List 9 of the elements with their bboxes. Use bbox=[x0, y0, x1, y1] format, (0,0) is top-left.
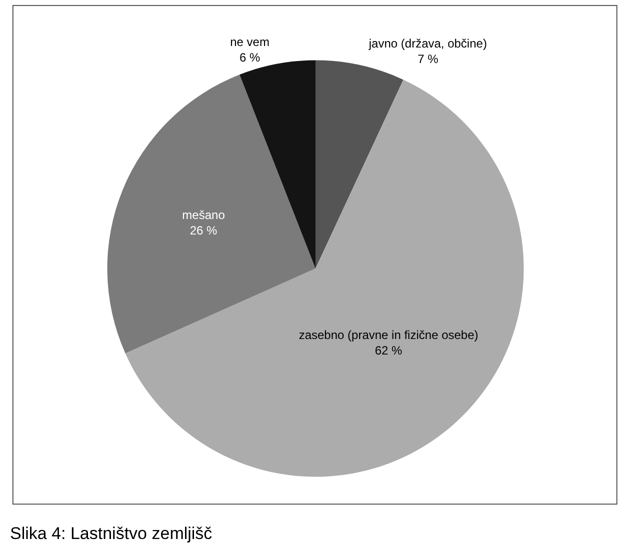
slice-label: mešano bbox=[182, 208, 226, 222]
text: Slika 4: Lastništvo zemljišč bbox=[10, 524, 213, 543]
slice-label: javno (država, občine) bbox=[368, 36, 487, 50]
slice-label: zasebno (pravne in fizične osebe) bbox=[298, 328, 478, 342]
data-label: 26 % bbox=[190, 224, 218, 238]
data-label: 62 % bbox=[374, 344, 403, 358]
data-label: 7 % bbox=[418, 52, 439, 66]
slice-label: ne vem bbox=[230, 34, 270, 49]
data-label: 6 % bbox=[239, 50, 260, 64]
